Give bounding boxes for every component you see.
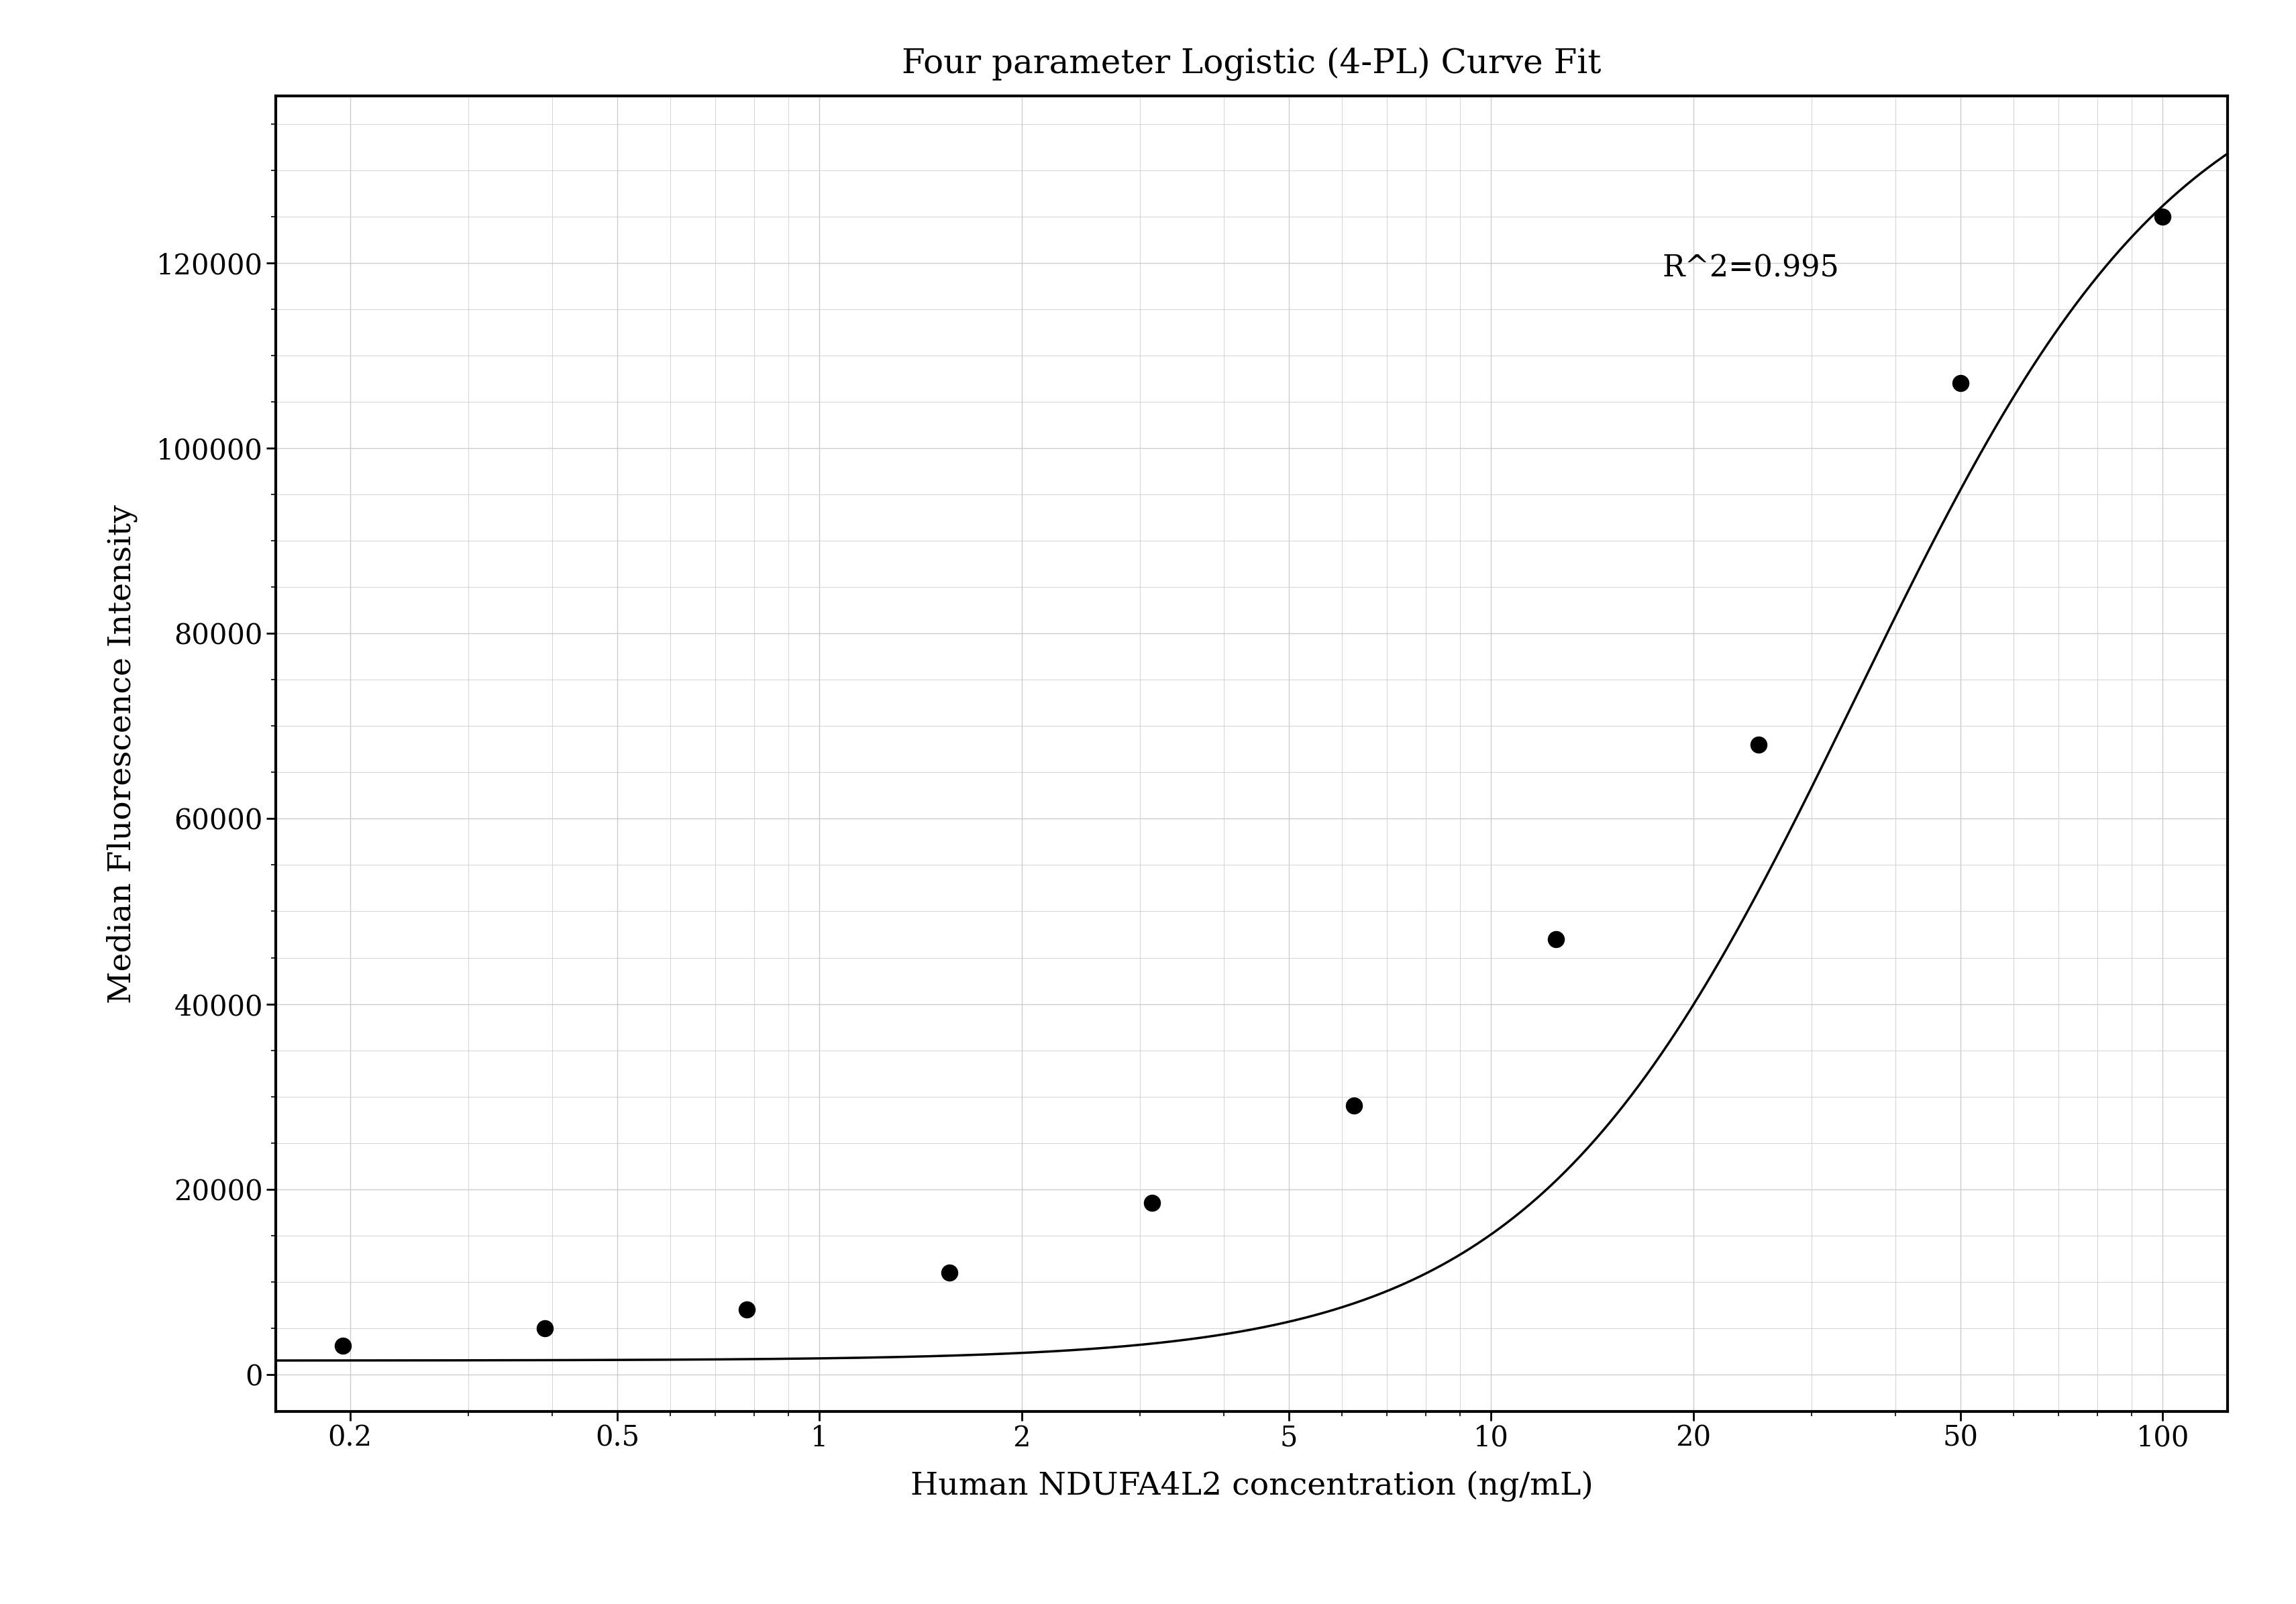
Y-axis label: Median Fluorescence Intensity: Median Fluorescence Intensity bbox=[106, 504, 138, 1004]
Point bbox=[2144, 204, 2181, 229]
Point bbox=[1336, 1092, 1373, 1118]
Point bbox=[526, 1315, 563, 1341]
Point bbox=[1740, 731, 1777, 757]
X-axis label: Human NDUFA4L2 concentration (ng/mL): Human NDUFA4L2 concentration (ng/mL) bbox=[909, 1471, 1593, 1501]
Point bbox=[324, 1333, 360, 1359]
Title: Four parameter Logistic (4-PL) Curve Fit: Four parameter Logistic (4-PL) Curve Fit bbox=[902, 47, 1600, 80]
Point bbox=[930, 1259, 967, 1285]
Point bbox=[1942, 371, 1979, 396]
Point bbox=[728, 1296, 765, 1322]
Point bbox=[1132, 1190, 1169, 1216]
Text: R^2=0.995: R^2=0.995 bbox=[1662, 253, 1839, 282]
Point bbox=[1538, 926, 1575, 951]
